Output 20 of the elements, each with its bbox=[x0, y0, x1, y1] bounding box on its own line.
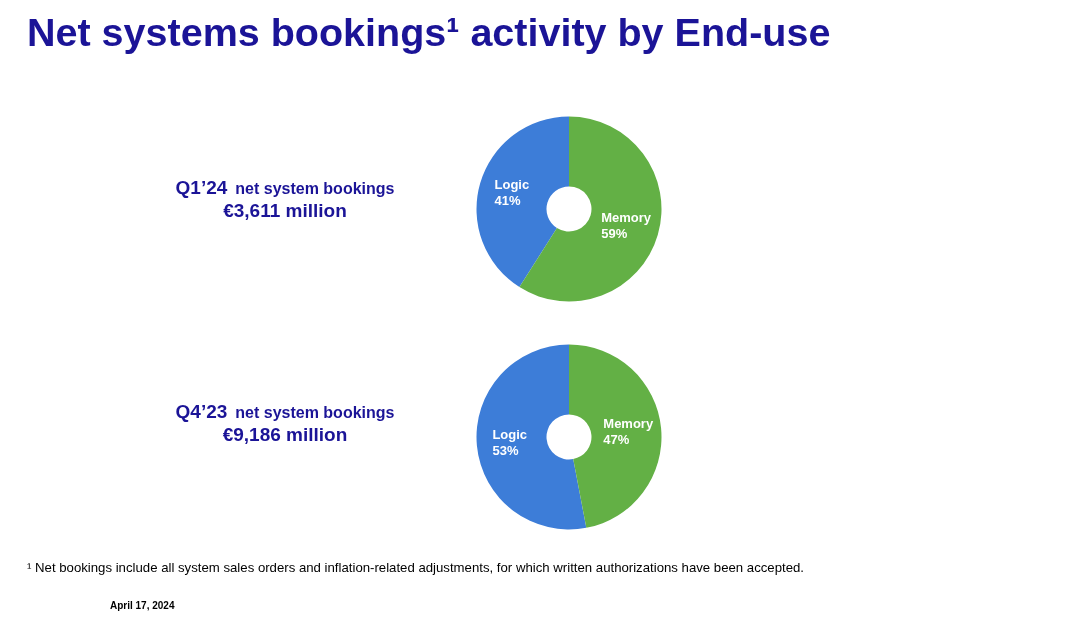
data-label: 59% bbox=[601, 226, 628, 242]
chart-title: Net systems bookings¹ activity by End-use bbox=[27, 10, 831, 54]
text: €9,186 million bbox=[222, 424, 348, 445]
slice-label: Memory bbox=[603, 415, 654, 431]
data-label: 47% bbox=[603, 431, 630, 447]
data-label: 53% bbox=[492, 443, 519, 459]
text: Q4’23 bbox=[175, 401, 228, 422]
text: net system bookings bbox=[235, 404, 395, 421]
text: net system bookings bbox=[235, 180, 395, 197]
donut-slice bbox=[476, 344, 587, 530]
text: April 17, 2024 bbox=[110, 600, 175, 611]
slice-label: Logic bbox=[492, 427, 528, 443]
text: ¹ Net bookings include all system sales orders and inflation-related adjustments, for which written authorizations have been accepted. bbox=[27, 560, 805, 575]
slice-label: Logic bbox=[494, 176, 530, 192]
donut-slice bbox=[476, 116, 569, 288]
text: €3,611 million bbox=[223, 200, 347, 221]
data-label: 41% bbox=[494, 192, 521, 208]
text: Q1’24 bbox=[175, 177, 228, 198]
donut-slice bbox=[569, 344, 662, 528]
slice-label: Memory bbox=[601, 210, 652, 226]
